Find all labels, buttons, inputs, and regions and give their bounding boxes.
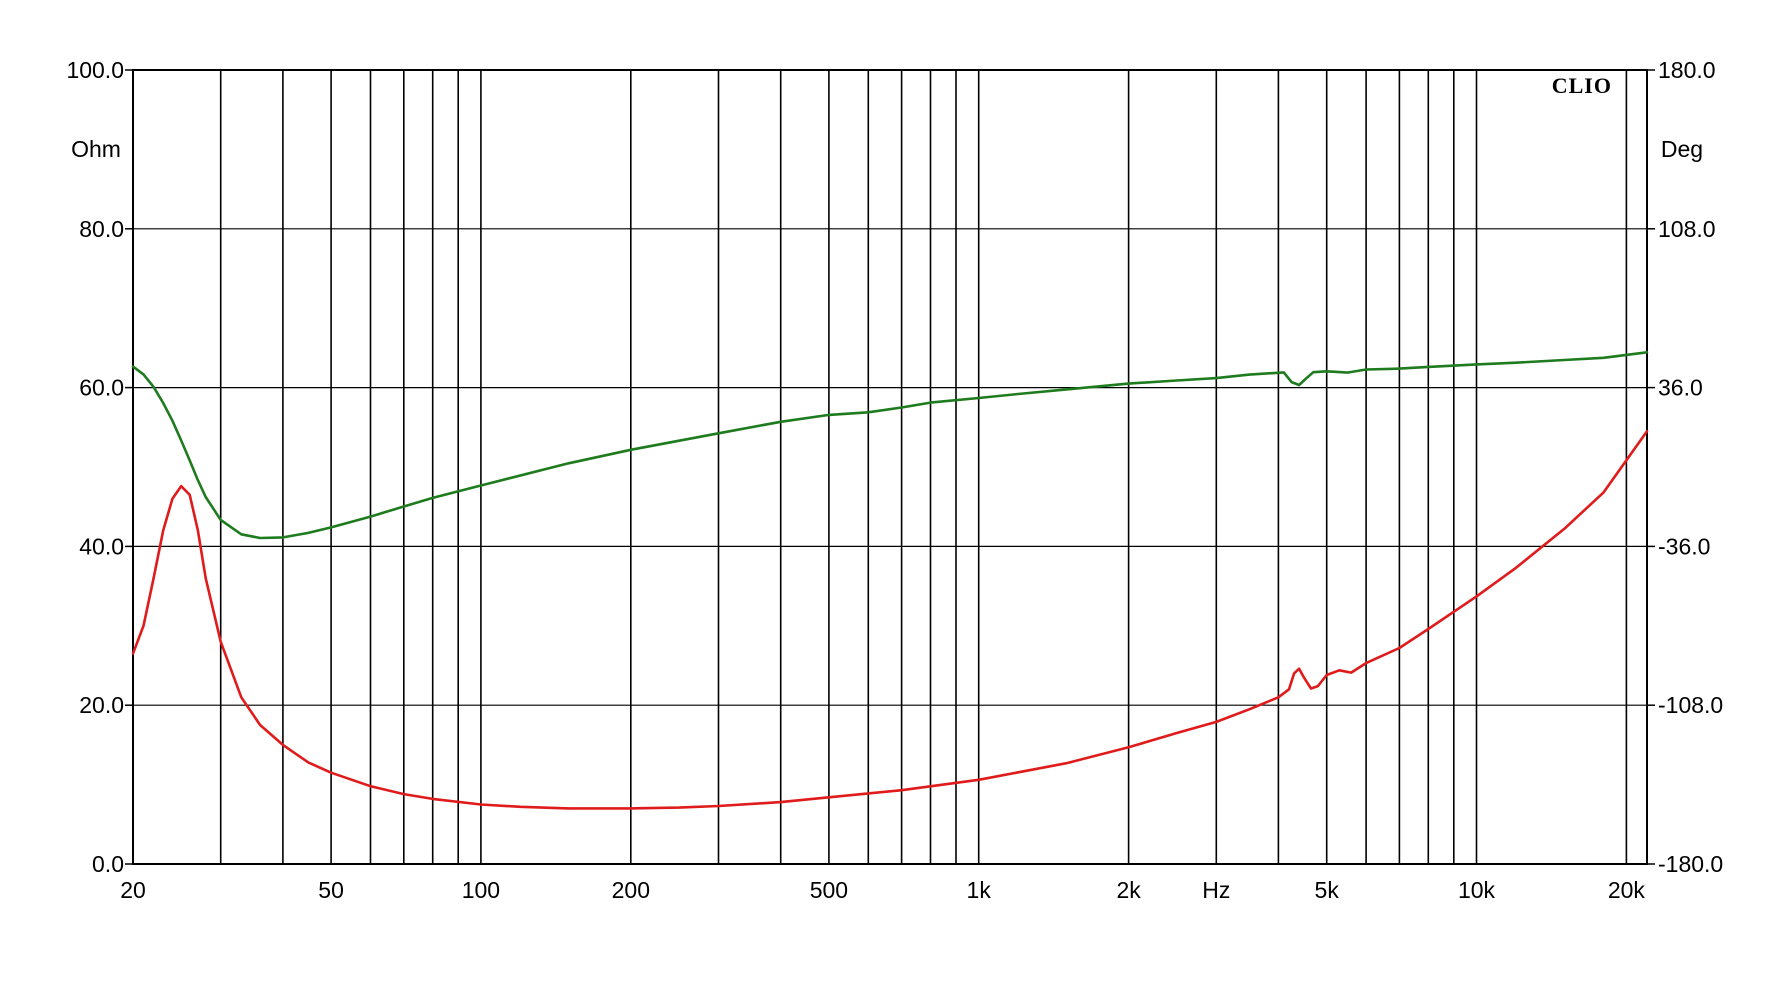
impedance-curve — [131, 430, 1649, 810]
right-tick-label: -36.0 — [1658, 533, 1710, 559]
x-tick-label: 100 — [462, 877, 500, 903]
right-tick-label: -180.0 — [1658, 851, 1723, 877]
x-tick-label: 5k — [1315, 877, 1340, 903]
x-tick-label: 50 — [318, 877, 344, 903]
left-tick-label: 20.0 — [79, 692, 124, 718]
x-tick-label: 2k — [1116, 877, 1141, 903]
vertical-gridlines — [132, 70, 1628, 864]
left-tick-label: 40.0 — [79, 533, 124, 559]
left-axis-ticks: 0.0 20.0 40.0 60.0 80.0 100.0 — [66, 57, 133, 877]
left-tick-label: 0.0 — [92, 851, 124, 877]
left-tick-label: 80.0 — [79, 216, 124, 242]
left-axis-unit: Ohm — [71, 136, 121, 162]
x-tick-label: 500 — [810, 877, 848, 903]
x-axis-ticks: 20 50 100 200 500 1k 2k Hz 5k 10k 20k — [120, 877, 1645, 903]
right-tick-label: -108.0 — [1658, 692, 1723, 718]
x-tick-label: Hz — [1202, 877, 1230, 903]
phase-curve — [131, 351, 1649, 540]
x-tick-label: 200 — [612, 877, 650, 903]
x-tick-label: 10k — [1458, 877, 1496, 903]
x-tick-label: 20k — [1608, 877, 1646, 903]
right-tick-label: 36.0 — [1658, 375, 1703, 401]
clio-logo: CLIO — [1552, 73, 1612, 98]
right-tick-label: 180.0 — [1658, 57, 1716, 83]
right-tick-label: 108.0 — [1658, 216, 1716, 242]
left-tick-label: 100.0 — [66, 57, 124, 83]
x-tick-label: 1k — [967, 877, 992, 903]
right-axis-ticks: -180.0 -108.0 -36.0 36.0 108.0 180.0 — [1647, 57, 1723, 877]
right-axis-unit: Deg — [1661, 136, 1703, 162]
left-tick-label: 60.0 — [79, 375, 124, 401]
series-layer — [131, 351, 1649, 810]
plot-frame — [132, 69, 1648, 865]
x-tick-label: 20 — [120, 877, 146, 903]
